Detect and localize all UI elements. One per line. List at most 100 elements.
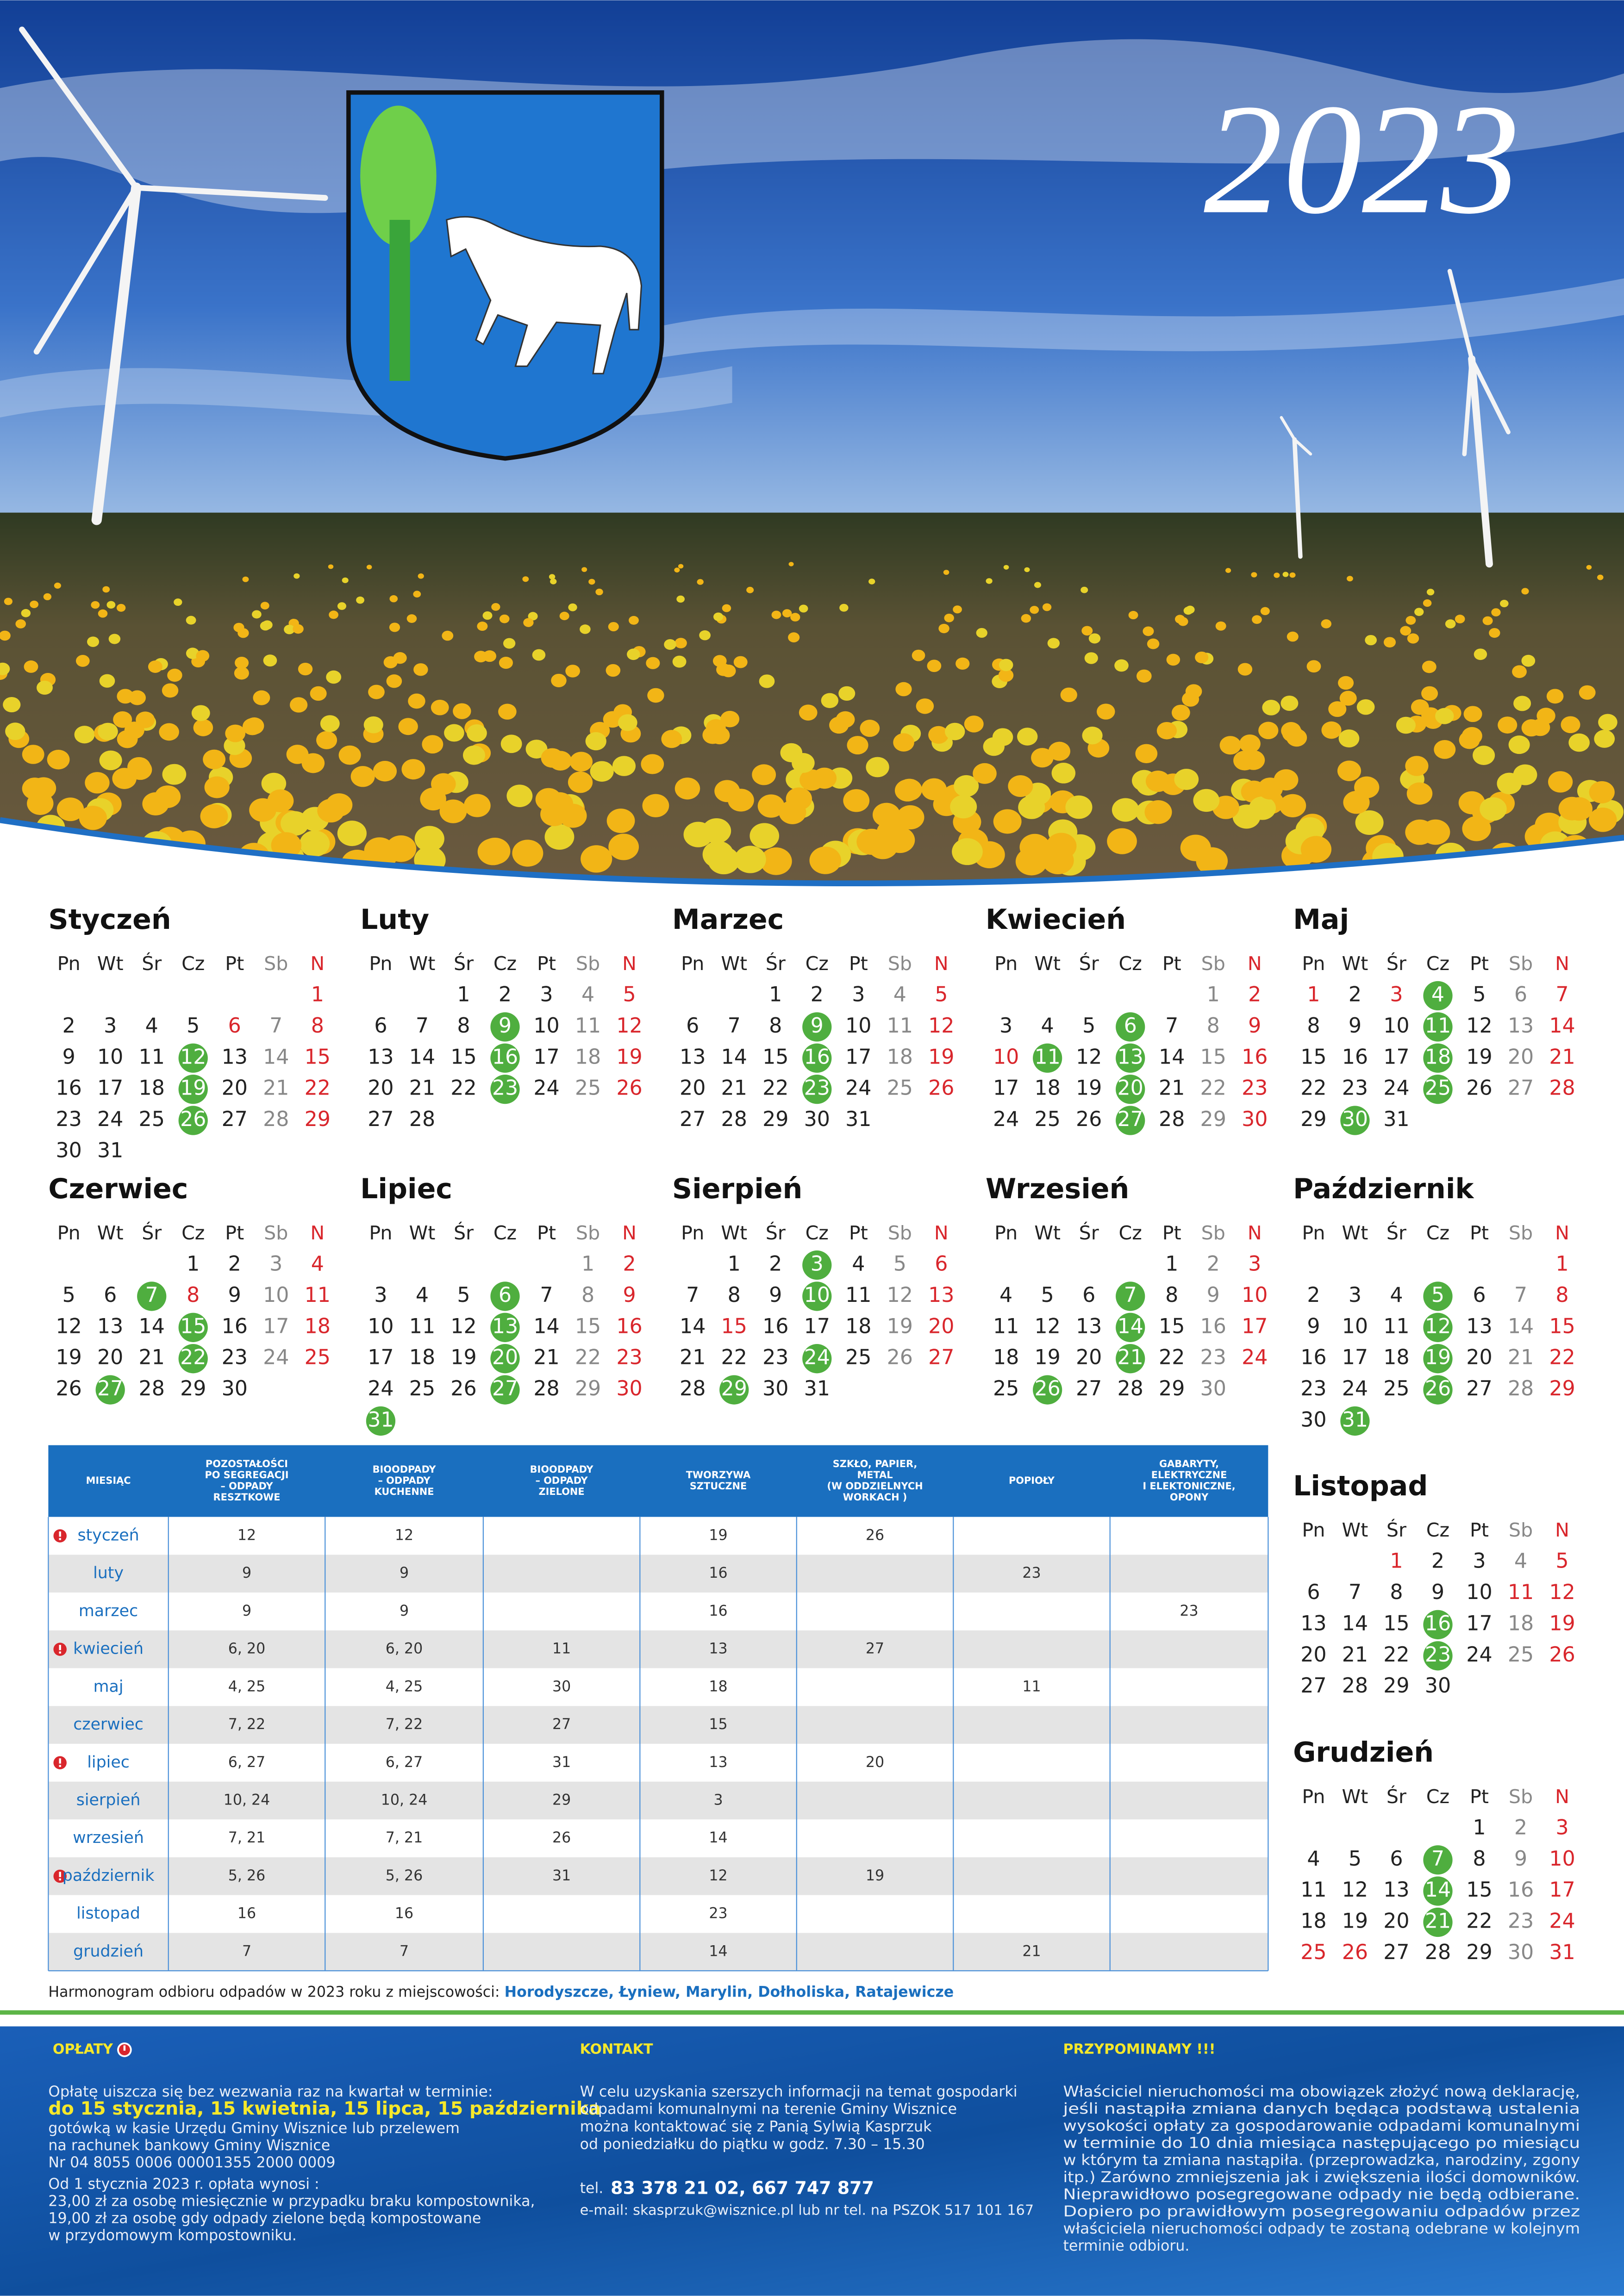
day: 15 [305, 1045, 331, 1069]
pumpkin [204, 776, 230, 798]
collection-day [95, 1375, 125, 1405]
day: 13 [680, 1045, 706, 1069]
pumpkin [439, 799, 467, 823]
cell: 30 [552, 1678, 571, 1695]
pumpkin [546, 792, 574, 815]
day: 18 [1425, 1045, 1451, 1069]
pumpkin [373, 761, 397, 782]
cell: 23 [1180, 1603, 1198, 1619]
day: 9 [1431, 1580, 1444, 1604]
pumpkin [1088, 633, 1101, 644]
day: 18 [575, 1045, 601, 1069]
pumpkin [944, 613, 954, 622]
weekday: Pt [225, 952, 244, 975]
pumpkin [1423, 599, 1432, 607]
day: 11 [139, 1045, 165, 1069]
column-header: BIOODPADY [530, 1464, 594, 1475]
day: 13 [1118, 1045, 1143, 1069]
cell: 20 [866, 1754, 884, 1771]
pumpkin [284, 624, 295, 635]
row-month: grudzień [73, 1942, 144, 1960]
weekday: N [622, 952, 637, 975]
day: 24 [804, 1346, 830, 1369]
pumpkin [271, 832, 302, 859]
day: 19 [1076, 1076, 1102, 1100]
weekday: Śr [454, 952, 474, 975]
pumpkin [839, 604, 849, 612]
pumpkin [148, 660, 162, 673]
day: 7 [1514, 1283, 1527, 1307]
photo-edge [0, 820, 1624, 908]
day: 13 [1466, 1314, 1492, 1338]
contact-line: można kontaktować się z Panią Sylwią Kas… [580, 2119, 932, 2135]
day: 27 [1508, 1076, 1534, 1100]
pumpkin [342, 577, 349, 583]
pumpkin [590, 761, 614, 782]
cell: 23 [1022, 1565, 1041, 1581]
pumpkin [106, 601, 116, 609]
pumpkin [1300, 836, 1332, 863]
pumpkin [722, 604, 731, 612]
row-month: luty [93, 1564, 124, 1582]
pumpkin [1462, 816, 1491, 841]
pumpkin [1458, 791, 1485, 815]
pumpkin [260, 602, 269, 610]
pumpkin [1195, 651, 1209, 664]
pumpkin [771, 610, 781, 619]
day: 7 [1124, 1283, 1137, 1307]
pumpkin [0, 662, 10, 675]
day: 9 [1307, 1314, 1320, 1338]
collection-day [802, 1344, 832, 1374]
pumpkin [752, 764, 776, 785]
day: 29 [1383, 1674, 1409, 1698]
day: 6 [1307, 1580, 1320, 1604]
collection-day [178, 1075, 208, 1104]
fees-line: 19,00 zł za osobę gdy odpady zielone będ… [48, 2210, 481, 2227]
day: 2 [62, 1014, 75, 1038]
day: 21 [1159, 1076, 1185, 1100]
pumpkin [1434, 740, 1456, 759]
pumpkin [1513, 696, 1531, 711]
day: 25 [1300, 1941, 1326, 1964]
pumpkin [289, 697, 308, 713]
collection-day [1423, 1282, 1453, 1311]
pumpkin [627, 648, 640, 660]
cloud [615, 278, 1624, 367]
weekday: N [934, 952, 949, 975]
pumpkin [1356, 699, 1375, 715]
cell: 11 [1022, 1678, 1041, 1695]
pumpkin [1193, 789, 1220, 812]
day: 3 [104, 1014, 117, 1038]
column-header: TWORZYWA [686, 1469, 751, 1481]
pumpkin [1435, 708, 1454, 724]
pumpkin [993, 809, 1022, 834]
day: 15 [1549, 1314, 1575, 1338]
table-row [48, 1668, 1268, 1706]
pumpkin [569, 752, 593, 772]
pumpkin [1445, 619, 1456, 628]
pumpkin [1084, 652, 1098, 664]
pumpkin [1237, 663, 1253, 676]
weekday: Wt [1342, 952, 1368, 975]
pumpkin [1338, 676, 1354, 690]
cell: 9 [242, 1603, 251, 1619]
cell: 7 [400, 1943, 409, 1960]
pumpkin [928, 726, 949, 744]
day: 8 [457, 1014, 470, 1038]
wind-turbine [19, 26, 328, 525]
weekday: Cz [806, 952, 829, 975]
day: 10 [1466, 1580, 1492, 1604]
collection-day [1116, 1282, 1145, 1311]
pumpkin [389, 622, 400, 632]
day: 13 [368, 1045, 394, 1069]
alert-dot [59, 1878, 61, 1881]
pumpkin [159, 723, 179, 741]
day: 17 [993, 1076, 1019, 1100]
day: 3 [1473, 1549, 1486, 1573]
pumpkin [444, 724, 464, 742]
weekday: Śr [1079, 1222, 1099, 1244]
pumpkin [847, 736, 868, 755]
